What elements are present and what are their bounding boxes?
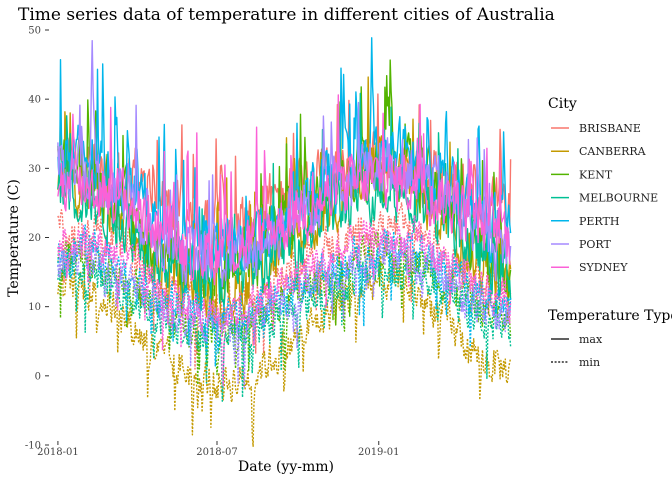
y-axis-title: Temperature (C)	[6, 179, 22, 297]
series-line-perth-min	[57, 224, 512, 367]
legend-type: max min	[551, 333, 603, 369]
legend-city-title: City	[548, 96, 577, 112]
legend-type-title: Temperature Type	[548, 308, 672, 324]
y-tick-label: 30	[28, 164, 41, 175]
series-line-kent-max	[57, 59, 512, 305]
chart-title: Time series data of temperature in diffe…	[18, 5, 555, 25]
legend-label-kent: KENT	[579, 168, 613, 181]
series-line-port-min	[57, 230, 511, 388]
x-axis: 2018-01 2018-07 2019-01	[37, 441, 400, 458]
legend-city: BRISBANE CANBERRA KENT MELBOURNE PERTH PORT SY…	[551, 122, 658, 274]
plot-area	[57, 37, 512, 447]
y-tick-label: 0	[35, 371, 41, 382]
legend-label-sydney: SYDNEY	[579, 261, 628, 274]
x-axis-title: Date (yy-mm)	[238, 459, 334, 475]
y-tick-label: 10	[28, 302, 41, 313]
y-tick-label: 40	[28, 95, 41, 106]
x-tick-label: 2019-01	[358, 447, 400, 458]
legend-label-perth: PERTH	[579, 215, 619, 228]
y-tick-label: 20	[28, 233, 41, 244]
legend-label-port: PORT	[579, 238, 612, 251]
x-tick-label: 2018-07	[196, 447, 238, 458]
x-tick-label: 2018-01	[37, 447, 79, 458]
y-tick-label: 50	[28, 26, 41, 37]
series-line-canberra-min	[57, 255, 512, 447]
series-line-port-max	[57, 40, 512, 288]
legend-label-melbourne: MELBOURNE	[579, 192, 658, 205]
legend-label-max: max	[579, 333, 603, 346]
legend-label-brisbane: BRISBANE	[579, 122, 641, 135]
legend-label-min: min	[579, 356, 600, 369]
legend-label-canberra: CANBERRA	[579, 145, 647, 158]
y-axis: -10 0 10 20 30 40 50	[25, 26, 49, 452]
series-line-sydney-max	[57, 94, 512, 286]
y-tick-label: -10	[25, 441, 41, 452]
